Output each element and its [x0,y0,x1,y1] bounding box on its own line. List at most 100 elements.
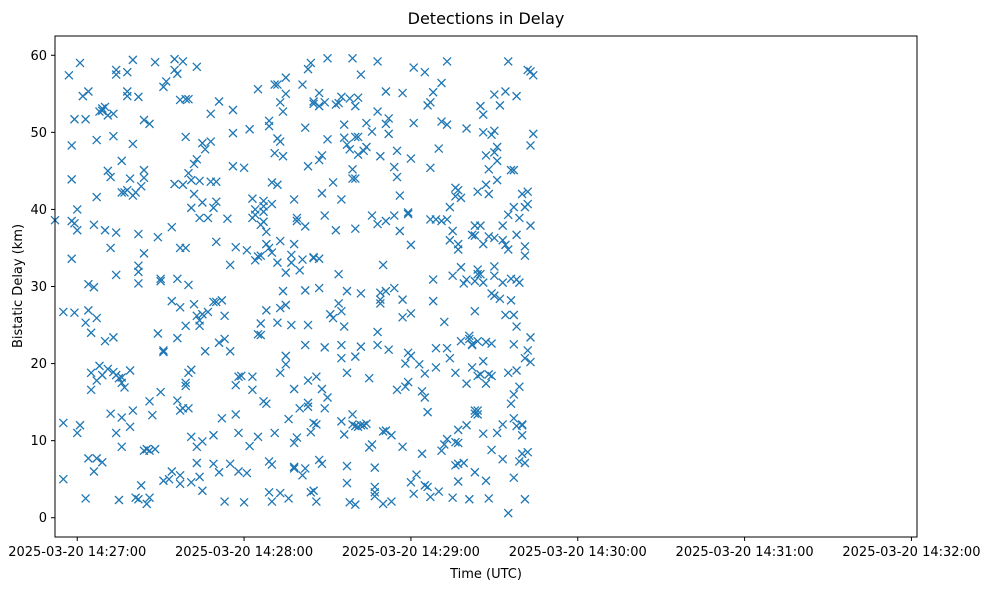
data-point [117,188,127,197]
data-point [520,494,530,504]
data-point [356,288,366,298]
data-point [325,309,335,319]
data-point [509,473,519,483]
data-point [498,221,508,231]
data-point [359,146,369,156]
data-point [303,376,313,385]
data-point [459,458,469,468]
data-point [373,56,383,66]
data-point [197,486,207,496]
data-point [470,306,480,316]
data-point [359,420,369,430]
data-point [167,222,177,232]
data-point [528,129,538,139]
data-point [453,425,463,435]
data-point [509,202,519,212]
data-point [328,313,338,323]
data-point [406,477,416,487]
data-point [370,487,380,497]
data-point [278,151,288,161]
data-point [509,339,519,349]
data-point [311,497,321,507]
data-point [350,132,360,142]
data-point [70,114,79,124]
data-point [220,334,230,344]
data-point [192,311,202,321]
data-point [156,387,166,397]
data-point [514,278,524,288]
data-point [184,168,193,178]
data-point [336,194,346,204]
data-point [445,353,455,363]
data-point [256,330,266,340]
data-point [459,278,469,288]
data-point [186,175,196,185]
data-point [464,334,474,344]
data-point [303,398,313,408]
data-point [481,476,491,486]
data-point [275,368,285,378]
data-point [86,328,96,338]
data-point [270,148,280,158]
data-point [300,221,310,231]
data-point [481,379,491,389]
data-point [406,309,416,318]
data-point [501,310,510,320]
data-point [303,402,313,412]
data-point [253,84,263,94]
data-point [437,216,446,226]
data-point [122,87,132,96]
data-point [400,382,410,392]
data-point [253,329,263,339]
data-point [128,139,138,149]
data-point [498,420,508,429]
data-point [375,295,385,305]
data-point [334,298,344,308]
data-point [367,440,377,449]
data-point [373,219,383,229]
data-point [367,211,377,221]
data-point [242,468,252,478]
data-point [475,221,485,231]
data-point [450,437,460,447]
data-point [89,467,99,476]
data-point [309,97,319,106]
data-point [214,338,224,348]
data-point [392,385,402,395]
data-point [453,185,463,195]
data-point [78,91,88,101]
data-point [267,497,277,507]
data-point [434,487,444,496]
data-point [353,93,363,103]
data-point [195,213,205,223]
data-point [108,131,118,141]
data-point [361,142,371,152]
data-point [275,137,285,147]
data-point [478,356,488,366]
data-point [373,327,383,337]
data-point [272,80,282,90]
data-point [417,386,427,396]
data-point [117,413,127,422]
data-point [520,353,530,363]
data-point [272,258,282,268]
data-point [125,174,135,184]
data-point [184,94,193,104]
data-point [81,318,91,328]
data-point [350,174,360,184]
data-point [250,210,260,220]
data-point [456,336,466,346]
data-point [147,410,157,420]
data-point [142,444,152,454]
data-point [58,418,68,428]
data-point [495,100,505,110]
data-point [503,56,513,66]
data-point [272,180,282,190]
data-point [203,213,213,223]
data-point [75,420,85,430]
data-point [342,368,352,378]
data-point [462,124,471,133]
data-point [170,179,180,189]
data-point [375,288,385,298]
data-point [442,434,452,444]
